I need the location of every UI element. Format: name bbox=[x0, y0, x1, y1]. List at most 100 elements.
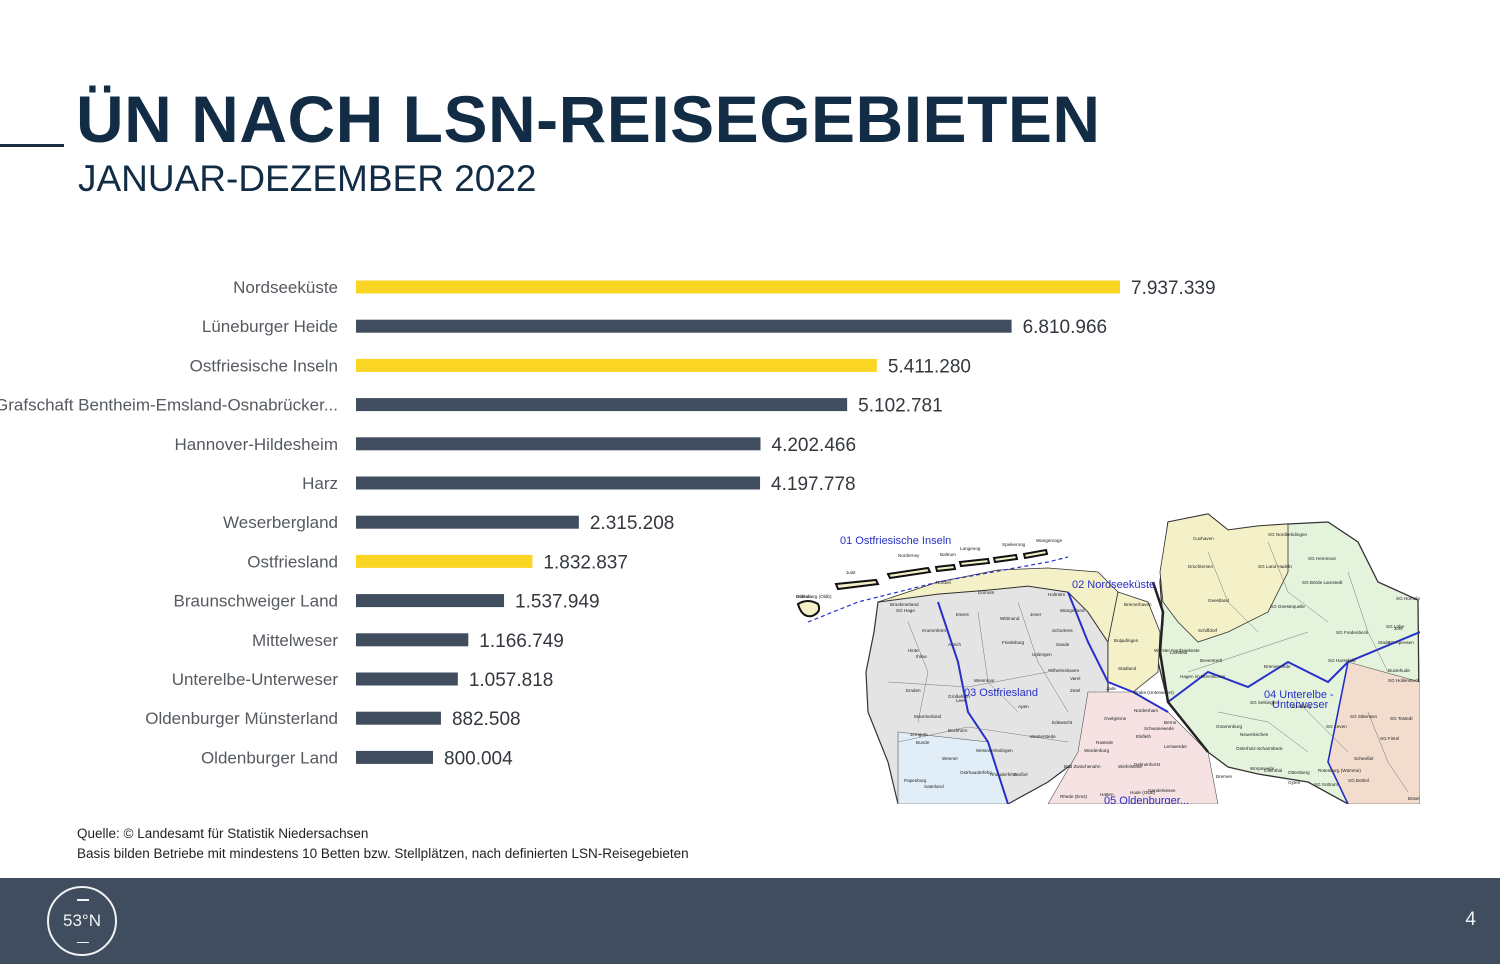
map-town-label: Wilhelmshaven bbox=[1048, 668, 1080, 673]
category-label: Harz bbox=[302, 474, 338, 493]
value-label: 5.411.280 bbox=[888, 356, 971, 377]
map-town-label: Jade bbox=[1106, 686, 1116, 691]
category-label: Weserbergland bbox=[223, 513, 338, 532]
map-town-label: SG Hage bbox=[896, 608, 915, 613]
map-town-label: Ostrhauderfehn bbox=[960, 770, 992, 775]
map-island-borkum bbox=[796, 600, 821, 618]
map-island-spiekeroog bbox=[992, 553, 1019, 564]
category-label: Mittelweser bbox=[252, 631, 338, 650]
category-label: Hannover-Hildesheim bbox=[175, 435, 338, 454]
map-town-label: Westoverledingen bbox=[976, 748, 1013, 753]
map-town-label: Rastede bbox=[1096, 740, 1114, 745]
map-town-label: Stadland bbox=[1118, 666, 1137, 671]
map-town-label: Geestland bbox=[1208, 598, 1229, 603]
map-town-label: Ovelgönne bbox=[1104, 716, 1127, 721]
map-town-label: SG Horneburg bbox=[1396, 596, 1420, 601]
map-town-label: Loxstedt bbox=[1170, 650, 1188, 655]
map-town-label: Norden bbox=[936, 580, 952, 585]
value-label: 6.810.966 bbox=[1023, 317, 1108, 338]
map-town-label: Elsfleth bbox=[1136, 734, 1152, 739]
category-label: Braunschweiger Land bbox=[174, 592, 338, 611]
region-map: 01 Ostfriesische Inseln 02 Nordseeküste … bbox=[796, 513, 1420, 804]
map-town-label: Norderney bbox=[898, 553, 920, 558]
map-town-label: Jork bbox=[1394, 626, 1403, 631]
map-border-blue-4 bbox=[1327, 661, 1349, 804]
category-label: Lüneburger Heide bbox=[202, 317, 338, 336]
page-title: ÜN NACH LSN-REISEGEBIETEN bbox=[76, 82, 1101, 156]
map-town-label: SG Land Hadeln bbox=[1258, 564, 1292, 569]
value-label: 2.315.208 bbox=[590, 513, 675, 534]
map-town-label: Drochtersen bbox=[1188, 564, 1213, 569]
map-town-label: Beverstedt bbox=[1200, 658, 1223, 663]
map-town-label: Wangerooge bbox=[1036, 538, 1063, 543]
map-town-label: SG Hemmoor bbox=[1308, 556, 1337, 561]
map-town-label: Nordenham bbox=[1134, 708, 1158, 713]
map-town-label: Wurster Nordseeküste bbox=[1154, 648, 1200, 653]
map-town-label: SG Bothel bbox=[1348, 778, 1369, 783]
value-label: 1.832.837 bbox=[543, 552, 628, 573]
map-town-label: Hude (Oldb) bbox=[1130, 790, 1155, 795]
bar bbox=[356, 515, 579, 529]
bar bbox=[356, 594, 505, 608]
map-town-label: Schiffdorf bbox=[1198, 628, 1218, 633]
map-town-label: Gnarrenburg bbox=[1216, 724, 1242, 729]
value-label: 882.508 bbox=[452, 709, 521, 730]
map-town-label: Oyten bbox=[1288, 780, 1301, 785]
map-town-label: Rhede (Ems) bbox=[1060, 794, 1088, 799]
map-island-wangerooge bbox=[1022, 548, 1049, 560]
logo-text: 53°N bbox=[63, 911, 101, 930]
map-town-label: Jemgum bbox=[910, 732, 928, 737]
value-label: 4.197.778 bbox=[771, 474, 856, 495]
category-label: Nordseeküste bbox=[233, 278, 338, 297]
map-island-langeoog bbox=[958, 557, 991, 568]
map-town-label: Wiesmoor bbox=[974, 678, 995, 683]
map-town-label: Hatten bbox=[1100, 792, 1114, 797]
category-label: Unterelbe-Unterweser bbox=[172, 670, 339, 689]
bar bbox=[356, 280, 1120, 294]
bar bbox=[356, 672, 458, 686]
map-weser bbox=[1151, 581, 1209, 753]
map-label-ostfriesland: 03 Ostfriesland bbox=[964, 687, 1038, 699]
map-town-label: Rotenburg (Wümme) bbox=[1318, 768, 1361, 773]
footer-bar bbox=[0, 878, 1500, 964]
source-note: Quelle: © Landesamt für Statistik Nieder… bbox=[77, 824, 689, 864]
map-town-label: Edewecht bbox=[1052, 720, 1073, 725]
map-town-label: Varel bbox=[1070, 676, 1080, 681]
value-label: 5.102.781 bbox=[858, 396, 943, 417]
map-town-label: Wardenburg bbox=[1084, 748, 1110, 753]
map-town-label: Zetel bbox=[1070, 688, 1080, 693]
map-town-label: SG Selsingen bbox=[1250, 700, 1279, 705]
map-town-label: SG Lühe bbox=[1386, 624, 1405, 629]
bar bbox=[356, 633, 469, 647]
map-town-label: Sande bbox=[1056, 642, 1070, 647]
map-region-emsland bbox=[897, 731, 1009, 804]
map-town-label: Baltrum bbox=[940, 552, 956, 557]
map-town-label: Lemwerder bbox=[1164, 744, 1187, 749]
value-label: 7.937.339 bbox=[1131, 278, 1216, 299]
map-town-label: Neuenkirchen bbox=[1240, 732, 1269, 737]
map-town-label: Jever bbox=[1030, 612, 1042, 617]
map-town-label: Bunde bbox=[916, 740, 930, 745]
map-town-label: Moormerland bbox=[914, 714, 942, 719]
bar bbox=[356, 554, 533, 568]
map-town-label: Dornum bbox=[978, 590, 995, 595]
map-label-ostfriesische-inseln: 01 Ostfriesische Inseln bbox=[840, 535, 951, 547]
map-town-label: Bösel bbox=[1408, 796, 1420, 801]
bar bbox=[356, 750, 434, 764]
map-island-baltrum bbox=[934, 563, 957, 573]
map-town-label: Worpswede bbox=[1250, 766, 1275, 771]
map-town-label: Barßel bbox=[1014, 772, 1028, 777]
value-label: 800.004 bbox=[444, 748, 513, 769]
category-label: Oldenburger Münsterland bbox=[145, 709, 338, 728]
map-town-label: Oldenburg (Oldb) bbox=[796, 594, 832, 599]
bar bbox=[356, 476, 761, 490]
map-town-label: Ihlow bbox=[916, 654, 927, 659]
map-town-label: Apen bbox=[1018, 704, 1029, 709]
map-town-label: Berne bbox=[1164, 720, 1177, 725]
map-town-label: Cuxhaven bbox=[1193, 536, 1214, 541]
map-border-blue-2 bbox=[1067, 591, 1169, 713]
map-town-label: Bremen bbox=[1216, 774, 1233, 779]
map-town-label: Schwanewede bbox=[1144, 726, 1174, 731]
map-town-label: Wittmund bbox=[1000, 616, 1020, 621]
category-label: Ostfriesland bbox=[247, 552, 338, 571]
